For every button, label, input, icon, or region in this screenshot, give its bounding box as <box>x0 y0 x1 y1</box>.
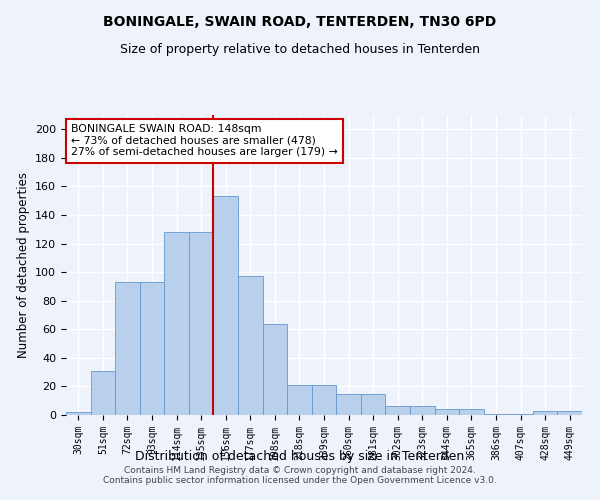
Bar <box>484 414 508 415</box>
Bar <box>287 385 312 415</box>
Bar <box>238 276 263 415</box>
Bar <box>312 385 336 415</box>
Bar <box>91 370 115 415</box>
Text: BONINGALE SWAIN ROAD: 148sqm
← 73% of detached houses are smaller (478)
27% of s: BONINGALE SWAIN ROAD: 148sqm ← 73% of de… <box>71 124 338 157</box>
Bar <box>557 410 582 415</box>
Bar <box>459 410 484 415</box>
Bar <box>385 406 410 415</box>
Bar <box>434 410 459 415</box>
Text: Contains HM Land Registry data © Crown copyright and database right 2024.
Contai: Contains HM Land Registry data © Crown c… <box>103 466 497 485</box>
Bar <box>263 324 287 415</box>
Text: Distribution of detached houses by size in Tenterden: Distribution of detached houses by size … <box>136 450 464 463</box>
Bar <box>140 282 164 415</box>
Bar <box>115 282 140 415</box>
Bar <box>214 196 238 415</box>
Bar <box>164 232 189 415</box>
Bar <box>66 412 91 415</box>
Bar <box>410 406 434 415</box>
Text: Size of property relative to detached houses in Tenterden: Size of property relative to detached ho… <box>120 42 480 56</box>
Bar <box>361 394 385 415</box>
Bar <box>508 414 533 415</box>
Bar <box>189 232 214 415</box>
Bar <box>336 394 361 415</box>
Bar <box>533 410 557 415</box>
Text: BONINGALE, SWAIN ROAD, TENTERDEN, TN30 6PD: BONINGALE, SWAIN ROAD, TENTERDEN, TN30 6… <box>103 15 497 29</box>
Y-axis label: Number of detached properties: Number of detached properties <box>17 172 29 358</box>
